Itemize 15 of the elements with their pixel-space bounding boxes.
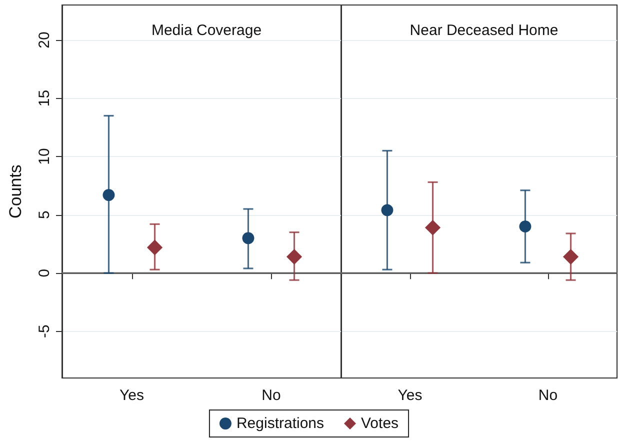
y-tick-label: 15 — [36, 90, 53, 107]
y-tick-label: -5 — [36, 324, 53, 338]
y-tick-label: 10 — [36, 148, 53, 165]
x-tick-label: Yes — [120, 387, 144, 404]
y-axis-title: Counts — [6, 164, 25, 218]
y-tick-label: 0 — [36, 268, 53, 278]
legend-label: Votes — [361, 415, 399, 432]
y-tick-label: 5 — [36, 210, 53, 219]
text: Media Coverage — [151, 22, 262, 39]
x-tick-label: No — [262, 387, 281, 404]
y-tick-label: 20 — [36, 32, 53, 48]
legend-label: Registrations — [236, 415, 324, 432]
x-tick-label: Yes — [398, 387, 422, 404]
text: Near Deceased Home — [410, 22, 558, 39]
x-tick-label: No — [538, 387, 558, 404]
